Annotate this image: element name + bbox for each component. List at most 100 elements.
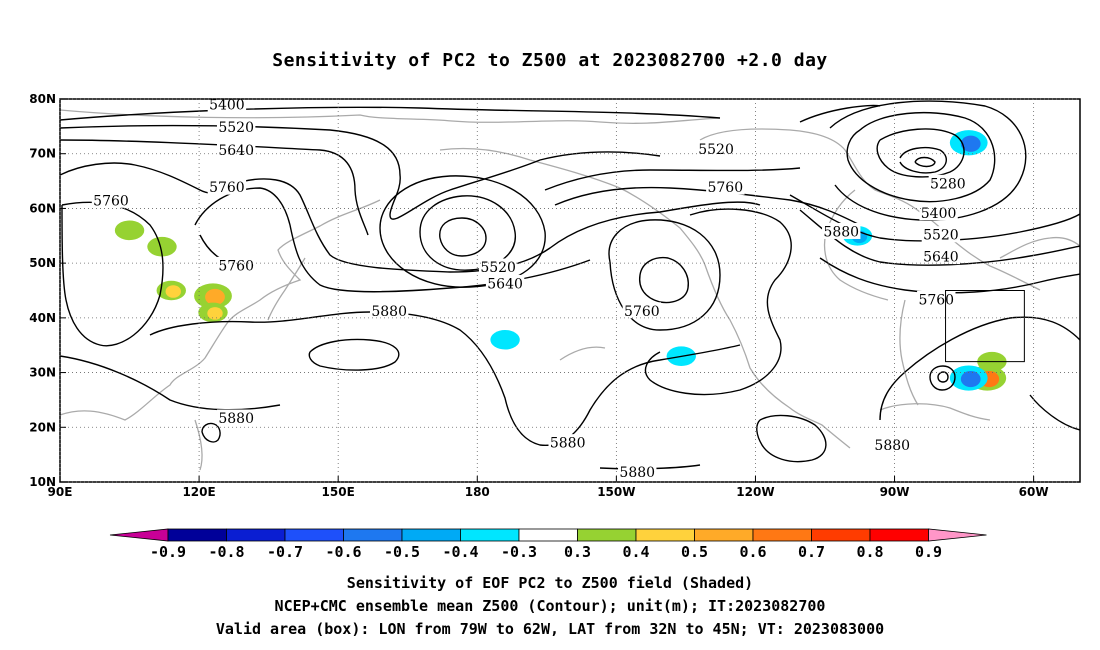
contour-line bbox=[308, 338, 400, 371]
contour-line bbox=[914, 156, 936, 168]
positive-sensitivity-region bbox=[147, 236, 177, 257]
colorbar-bin bbox=[752, 528, 812, 542]
x-tick-label: 60W bbox=[1019, 485, 1049, 499]
contour-label-bg bbox=[696, 140, 736, 157]
contour-label-bg bbox=[207, 96, 247, 113]
coastline bbox=[999, 236, 1080, 259]
colorbar-label: 0.6 bbox=[739, 543, 766, 561]
coastline bbox=[60, 109, 721, 124]
contour-label: 5400 bbox=[209, 98, 245, 114]
positive-sensitivity-region-core bbox=[165, 285, 181, 298]
x-tick-label: 90W bbox=[880, 485, 910, 499]
contour-label-bg bbox=[921, 226, 961, 243]
negative-sensitivity-region-core bbox=[960, 135, 981, 152]
colorbar-low-extension bbox=[109, 528, 169, 542]
x-tick-label: 150W bbox=[597, 485, 635, 499]
y-tick-label: 20N bbox=[29, 420, 56, 434]
contour-label: 5880 bbox=[218, 411, 254, 427]
contour-label-bg bbox=[622, 302, 662, 319]
colorbar-label: -0.9 bbox=[150, 543, 186, 561]
contour-label: 5880 bbox=[874, 438, 910, 454]
x-tick-label: 120W bbox=[736, 485, 774, 499]
colorbar-bin bbox=[577, 528, 637, 542]
contour-line bbox=[60, 106, 721, 121]
colorbar-bin bbox=[343, 528, 403, 542]
contour-label: 5760 bbox=[707, 180, 743, 196]
contour-label: 5520 bbox=[923, 228, 959, 244]
y-tick-label: 60N bbox=[29, 201, 56, 215]
positive-sensitivity-region-core bbox=[205, 288, 225, 306]
contour-label: 5640 bbox=[923, 250, 959, 266]
contour-label-bg bbox=[91, 191, 131, 208]
contour-label: 5400 bbox=[921, 206, 957, 222]
contour-label: 5520 bbox=[698, 142, 734, 158]
contour-line bbox=[419, 195, 516, 271]
coastline bbox=[194, 419, 203, 471]
colorbar-bin bbox=[460, 528, 520, 542]
contour-line bbox=[929, 365, 956, 391]
contour-line bbox=[201, 422, 221, 443]
colorbar-label: 0.8 bbox=[856, 543, 883, 561]
coastline bbox=[439, 147, 851, 449]
contour-line bbox=[756, 414, 827, 463]
plot-frame bbox=[59, 98, 1081, 483]
contour-label-bg bbox=[548, 434, 587, 451]
contour-line bbox=[608, 219, 721, 331]
contour-line bbox=[61, 201, 164, 347]
contour-label-bg bbox=[822, 222, 861, 239]
shading-layer bbox=[114, 130, 1007, 391]
colorbar-label: 0.5 bbox=[681, 543, 708, 561]
y-tick-label: 30N bbox=[29, 366, 56, 380]
colorbar-bin bbox=[401, 528, 461, 542]
axis-layer: 90E 120E 150E 180 150W 120W 90W 60W 80N 70N 60N 50N… bbox=[29, 92, 1080, 499]
contour-label: 5760 bbox=[93, 193, 129, 209]
colorbar-bin bbox=[518, 528, 578, 542]
contour-line bbox=[799, 104, 881, 123]
coastline bbox=[823, 189, 889, 301]
colorbar-label: -0.6 bbox=[325, 543, 361, 561]
contour-line bbox=[60, 139, 369, 236]
x-tick-label: 120E bbox=[182, 485, 215, 499]
contour-line bbox=[194, 187, 591, 293]
colorbar-bin bbox=[226, 528, 286, 542]
contour-line bbox=[638, 256, 689, 304]
colorbar-bin bbox=[869, 528, 929, 542]
contour-line bbox=[819, 257, 1080, 294]
colorbar-label: 0.9 bbox=[915, 543, 942, 561]
contour-line bbox=[60, 355, 281, 411]
contour-label-bg bbox=[706, 178, 745, 195]
colorbar-label: -0.8 bbox=[208, 543, 244, 561]
contour-line bbox=[899, 146, 947, 174]
colorbar-label: 0.4 bbox=[622, 543, 649, 561]
contour-label-bg bbox=[216, 409, 256, 426]
contour-label-bg bbox=[478, 258, 518, 275]
contour-line bbox=[60, 162, 761, 273]
colorbar-label: -0.7 bbox=[267, 543, 303, 561]
positive-sensitivity-region-core bbox=[207, 307, 223, 320]
contour-label: 5760 bbox=[209, 180, 245, 196]
caption-valid-area: Valid area (box): LON from 79W to 62W, L… bbox=[215, 620, 885, 638]
contour-label-bg bbox=[921, 248, 961, 265]
caption-contour: NCEP+CMC ensemble mean Z500 (Contour); u… bbox=[274, 597, 826, 615]
y-tick-label: 80N bbox=[29, 92, 56, 106]
colorbar: -0.9 -0.8 -0.7 -0.6 -0.5 -0.4 -0.3 0.3 0.4 0.5 0.6… bbox=[109, 528, 987, 561]
contour-label-bg bbox=[928, 174, 968, 191]
contour-line bbox=[379, 175, 546, 288]
contour-label: 5520 bbox=[218, 120, 254, 136]
colorbar-label: -0.5 bbox=[384, 543, 420, 561]
contour-line bbox=[1029, 394, 1080, 431]
negative-sensitivity-region bbox=[490, 329, 520, 350]
contour-label: 5880 bbox=[823, 224, 859, 240]
positive-sensitivity-region bbox=[114, 220, 145, 241]
contour-label: 5760 bbox=[918, 292, 954, 308]
contour-line bbox=[60, 124, 661, 220]
contour-line bbox=[599, 464, 701, 470]
x-tick-label: 150E bbox=[322, 485, 355, 499]
contour-line bbox=[937, 371, 949, 383]
y-tick-label: 40N bbox=[29, 311, 56, 325]
contour-label: 5640 bbox=[487, 276, 523, 292]
contour-label: 5520 bbox=[480, 260, 516, 276]
contour-label: 5640 bbox=[218, 143, 254, 159]
coastline bbox=[60, 199, 381, 421]
coastline bbox=[899, 299, 919, 406]
